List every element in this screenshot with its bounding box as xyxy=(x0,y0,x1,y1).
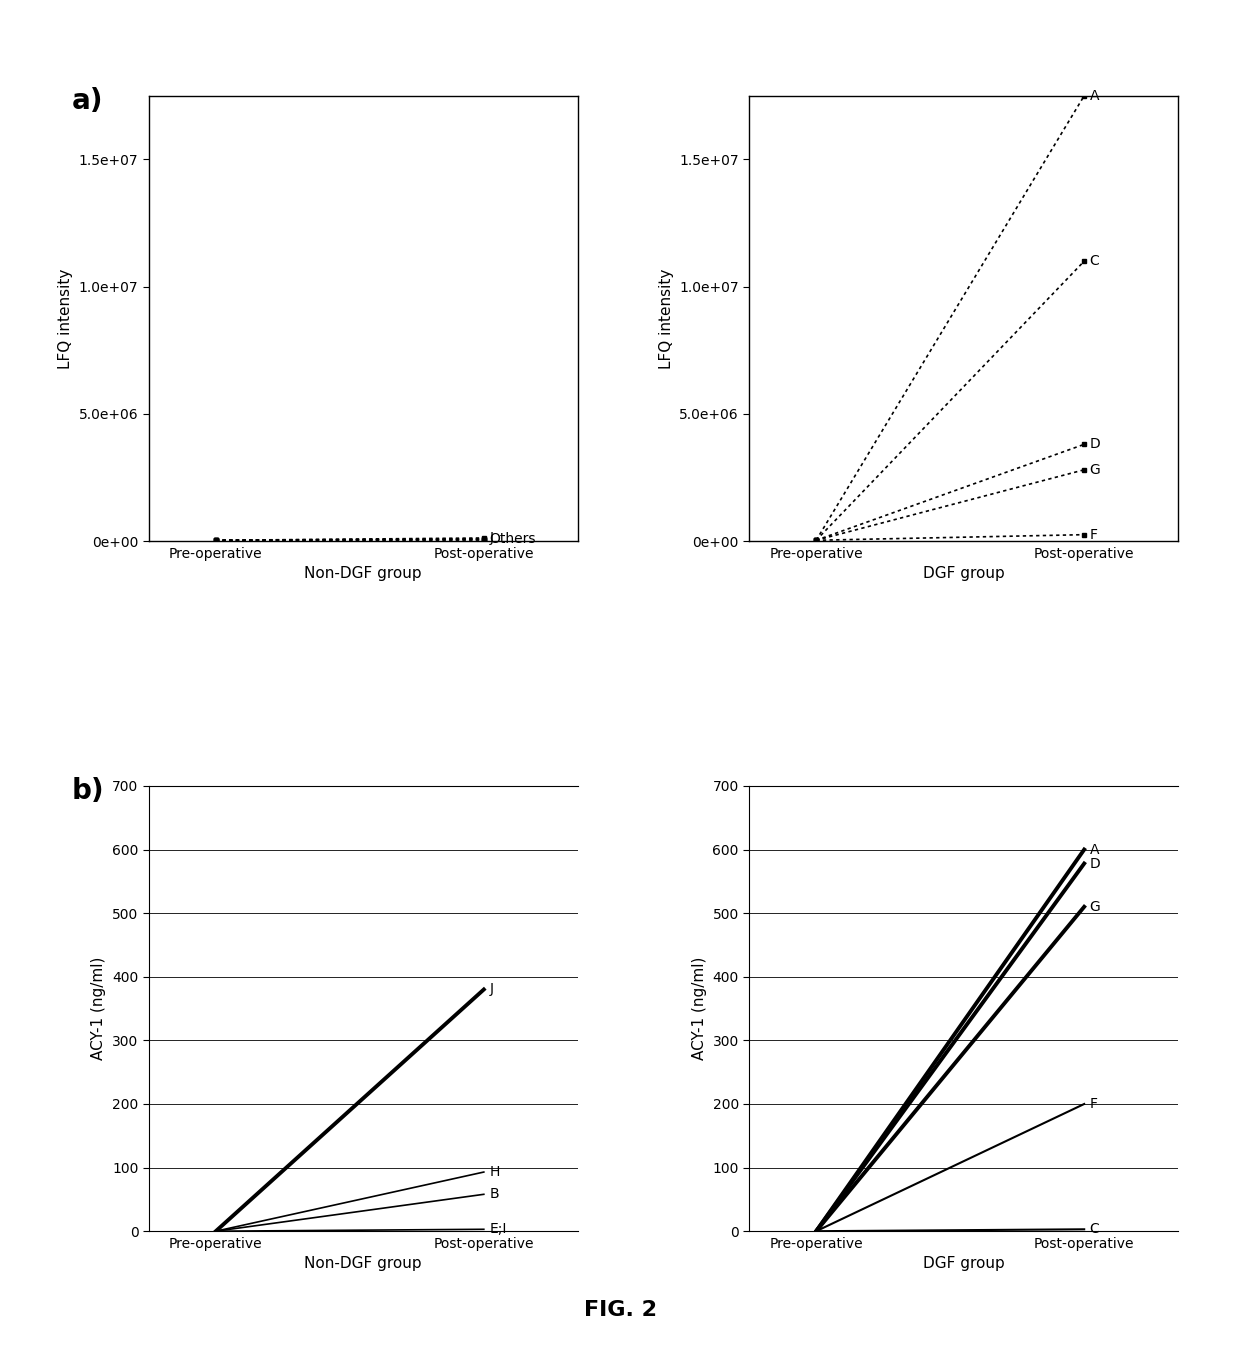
Text: D: D xyxy=(1090,438,1100,451)
Y-axis label: LFQ intensity: LFQ intensity xyxy=(658,268,673,368)
Text: D: D xyxy=(1090,856,1100,870)
Text: a): a) xyxy=(72,86,103,115)
Text: A: A xyxy=(1090,843,1099,856)
Text: H: H xyxy=(490,1166,500,1179)
Text: A: A xyxy=(1090,89,1099,103)
Text: G: G xyxy=(1090,462,1100,477)
X-axis label: Non-DGF group: Non-DGF group xyxy=(304,1256,422,1271)
Text: FIG. 2: FIG. 2 xyxy=(584,1300,656,1320)
Text: B: B xyxy=(490,1187,498,1201)
X-axis label: Non-DGF group: Non-DGF group xyxy=(304,566,422,581)
Y-axis label: ACY-1 (ng/ml): ACY-1 (ng/ml) xyxy=(92,956,107,1060)
X-axis label: DGF group: DGF group xyxy=(923,1256,1004,1271)
Text: b): b) xyxy=(72,777,104,804)
Y-axis label: LFQ intensity: LFQ intensity xyxy=(58,268,73,368)
Text: G: G xyxy=(1090,900,1100,914)
Y-axis label: ACY-1 (ng/ml): ACY-1 (ng/ml) xyxy=(692,956,707,1060)
Text: E;I: E;I xyxy=(490,1222,507,1237)
Text: C: C xyxy=(1090,254,1100,268)
Text: Others: Others xyxy=(490,532,536,546)
Text: J: J xyxy=(490,982,494,996)
X-axis label: DGF group: DGF group xyxy=(923,566,1004,581)
Text: C: C xyxy=(1090,1222,1100,1237)
Text: F: F xyxy=(1090,528,1097,542)
Text: F: F xyxy=(1090,1097,1097,1111)
Text: J: J xyxy=(490,531,494,544)
